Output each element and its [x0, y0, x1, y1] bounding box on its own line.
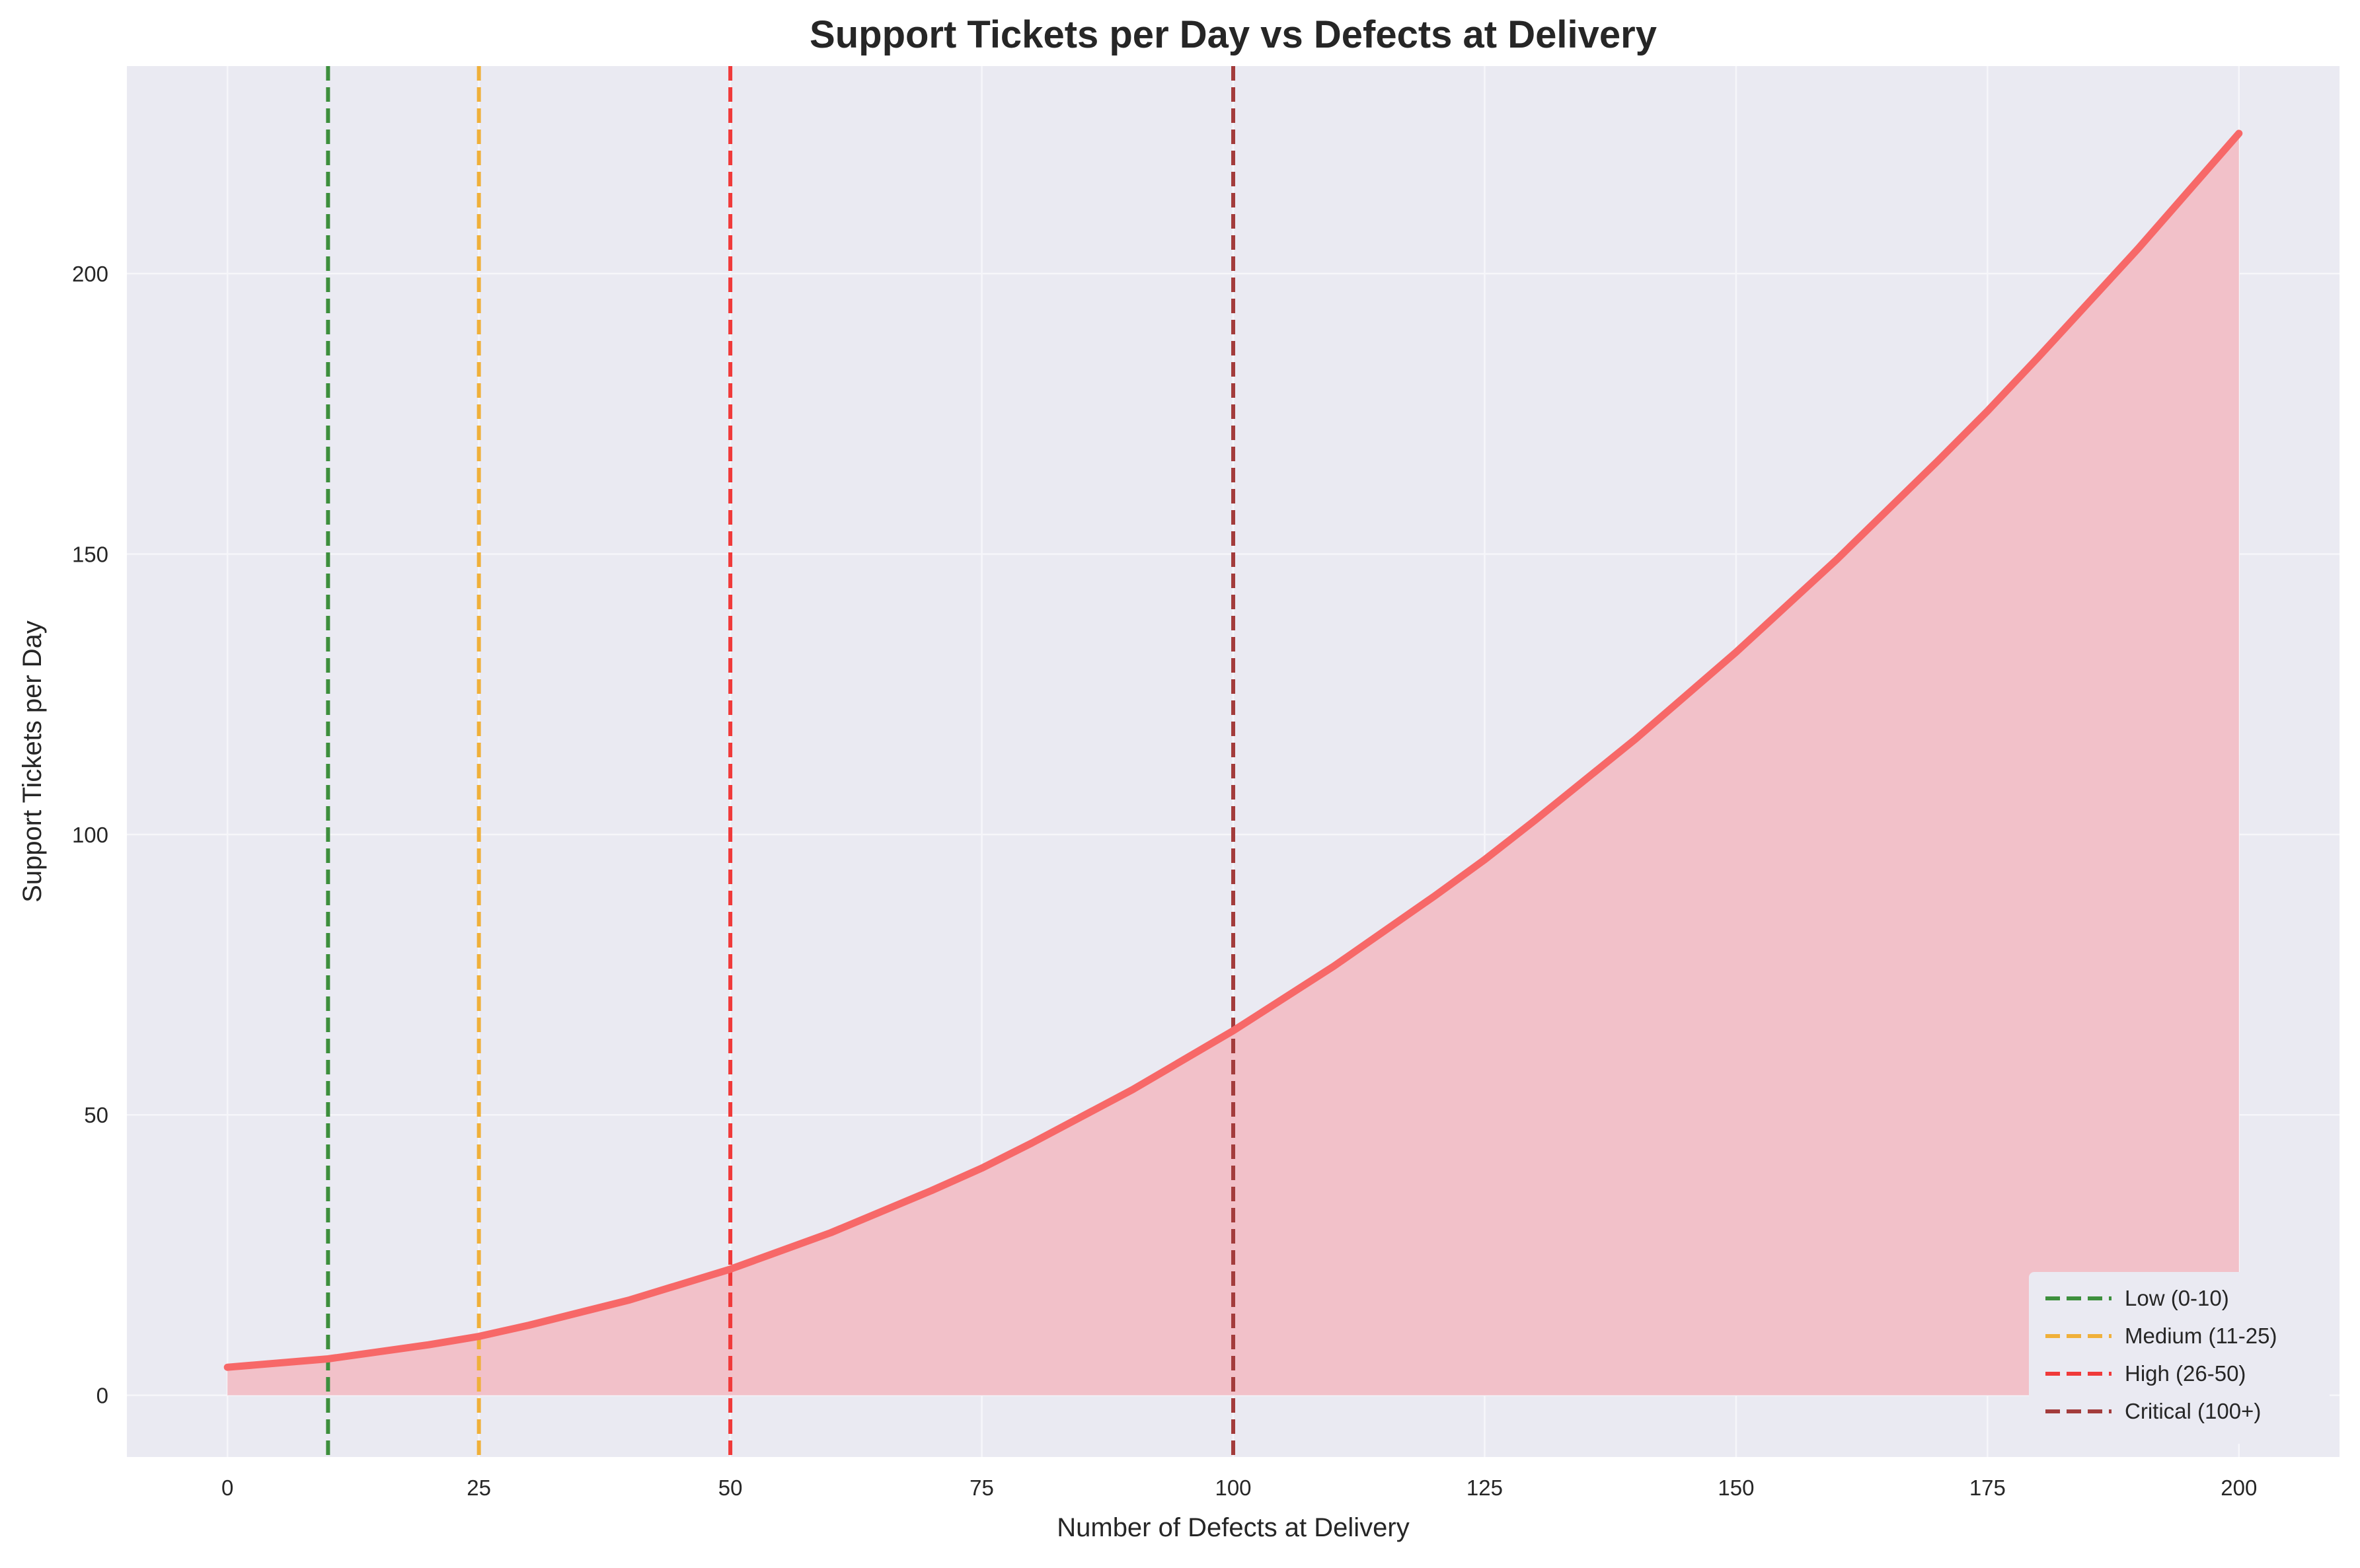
legend-label: Low (0-10) [2125, 1286, 2229, 1310]
y-tick-label: 150 [72, 542, 108, 566]
legend-label: Critical (100+) [2125, 1399, 2261, 1423]
y-axis-label: Support Tickets per Day [18, 620, 47, 903]
x-tick-label: 75 [970, 1475, 994, 1500]
series-line [223, 130, 2243, 1371]
y-tick-label: 200 [72, 262, 108, 286]
legend-box [2029, 1272, 2330, 1444]
x-tick-label: 125 [1466, 1475, 1503, 1500]
x-tick-label: 150 [1718, 1475, 1754, 1500]
legend: Low (0-10) Medium (11-25) High (26-50) Crit… [2029, 1272, 2330, 1444]
legend-label: Medium (11-25) [2125, 1324, 2277, 1348]
y-tick-label: 0 [96, 1384, 108, 1408]
axis-ticks: 0 25 50 75 100 125 150 175 200 0 50 100 150 200 [72, 262, 2257, 1500]
x-tick-label: 200 [2221, 1475, 2257, 1500]
x-tick-label: 100 [1215, 1475, 1251, 1500]
y-tick-label: 50 [84, 1103, 108, 1127]
y-tick-label: 100 [72, 823, 108, 847]
x-tick-label: 25 [467, 1475, 491, 1500]
legend-label: High (26-50) [2125, 1361, 2246, 1386]
area-fill [227, 133, 2239, 1396]
x-tick-label: 175 [1969, 1475, 2006, 1500]
x-tick-label: 50 [718, 1475, 743, 1500]
x-tick-label: 0 [221, 1475, 233, 1500]
x-axis-label: Number of Defects at Delivery [1057, 1513, 1410, 1542]
chart-title: Support Tickets per Day vs Defects at De… [810, 13, 1657, 56]
